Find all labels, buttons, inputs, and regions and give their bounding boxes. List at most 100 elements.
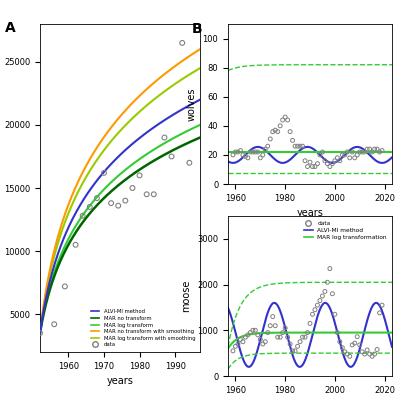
- Point: [108, 200, 114, 206]
- Point: [262, 146, 268, 152]
- Point: [237, 147, 244, 154]
- Point: [264, 143, 271, 149]
- Point: [280, 329, 286, 336]
- Point: [339, 152, 346, 158]
- Point: [168, 153, 175, 160]
- Point: [237, 336, 244, 343]
- Point: [80, 212, 86, 219]
- Point: [115, 202, 122, 209]
- Point: [317, 297, 323, 304]
- Point: [319, 149, 326, 155]
- Point: [245, 332, 251, 338]
- Point: [260, 152, 266, 158]
- Point: [230, 348, 236, 354]
- Point: [235, 149, 241, 155]
- Point: [101, 170, 107, 176]
- Point: [359, 348, 365, 355]
- Point: [277, 334, 283, 340]
- Point: [374, 346, 380, 353]
- Point: [292, 348, 298, 354]
- Point: [372, 146, 378, 152]
- Point: [122, 198, 128, 204]
- Point: [354, 334, 360, 340]
- Point: [327, 163, 333, 170]
- Point: [274, 128, 281, 135]
- Point: [364, 146, 370, 152]
- Point: [327, 265, 333, 272]
- Point: [366, 146, 373, 152]
- Point: [342, 152, 348, 158]
- Point: [334, 329, 340, 336]
- Point: [337, 338, 343, 345]
- Point: [150, 191, 157, 198]
- Point: [264, 329, 271, 336]
- Point: [302, 334, 308, 340]
- Point: [349, 149, 356, 155]
- Point: [342, 348, 348, 355]
- Text: A: A: [5, 21, 16, 35]
- Point: [344, 351, 350, 357]
- Point: [334, 155, 340, 161]
- Point: [307, 320, 313, 327]
- Point: [312, 306, 318, 313]
- Point: [242, 334, 248, 340]
- Text: B: B: [192, 22, 202, 36]
- Point: [287, 341, 293, 347]
- Point: [282, 325, 288, 331]
- Point: [372, 351, 378, 357]
- Point: [349, 342, 356, 348]
- Point: [179, 40, 186, 46]
- Point: [322, 288, 328, 295]
- Point: [277, 123, 283, 129]
- Legend: data, ALVI-MI method, MAR log transformation: data, ALVI-MI method, MAR log transforma…: [302, 219, 389, 242]
- Point: [270, 128, 276, 135]
- Point: [356, 149, 363, 155]
- Point: [324, 160, 330, 167]
- Point: [362, 351, 368, 357]
- Point: [232, 343, 239, 350]
- Point: [376, 310, 383, 316]
- Point: [255, 149, 261, 155]
- Point: [317, 152, 323, 158]
- Point: [324, 279, 330, 286]
- Point: [354, 152, 360, 158]
- Point: [292, 143, 298, 149]
- Point: [352, 340, 358, 346]
- Point: [129, 185, 136, 191]
- Point: [144, 191, 150, 198]
- Point: [232, 149, 239, 155]
- Point: [304, 163, 311, 170]
- Point: [267, 136, 274, 142]
- X-axis label: years: years: [296, 208, 324, 218]
- Point: [62, 283, 68, 290]
- Point: [369, 353, 375, 360]
- Point: [267, 322, 274, 329]
- Point: [270, 313, 276, 320]
- Point: [319, 293, 326, 299]
- Point: [136, 172, 143, 178]
- Point: [287, 128, 293, 135]
- Point: [309, 163, 316, 170]
- Point: [299, 143, 306, 149]
- Point: [352, 155, 358, 161]
- Point: [302, 158, 308, 164]
- Legend: ALVI-MI method, MAR no transform, MAR log transform, MAR no transform with smoot: ALVI-MI method, MAR no transform, MAR lo…: [89, 307, 197, 349]
- Point: [280, 117, 286, 123]
- Point: [294, 343, 301, 350]
- Point: [186, 160, 192, 166]
- Point: [240, 152, 246, 158]
- Point: [294, 143, 301, 149]
- Point: [337, 158, 343, 164]
- Point: [329, 290, 336, 297]
- Point: [379, 147, 385, 154]
- Point: [262, 338, 268, 345]
- Y-axis label: wolves: wolves: [187, 87, 197, 121]
- Point: [161, 134, 168, 141]
- Point: [260, 341, 266, 347]
- Point: [257, 336, 264, 343]
- Point: [272, 322, 278, 329]
- Point: [230, 152, 236, 158]
- Point: [252, 149, 258, 155]
- Point: [346, 155, 353, 161]
- Point: [240, 338, 246, 345]
